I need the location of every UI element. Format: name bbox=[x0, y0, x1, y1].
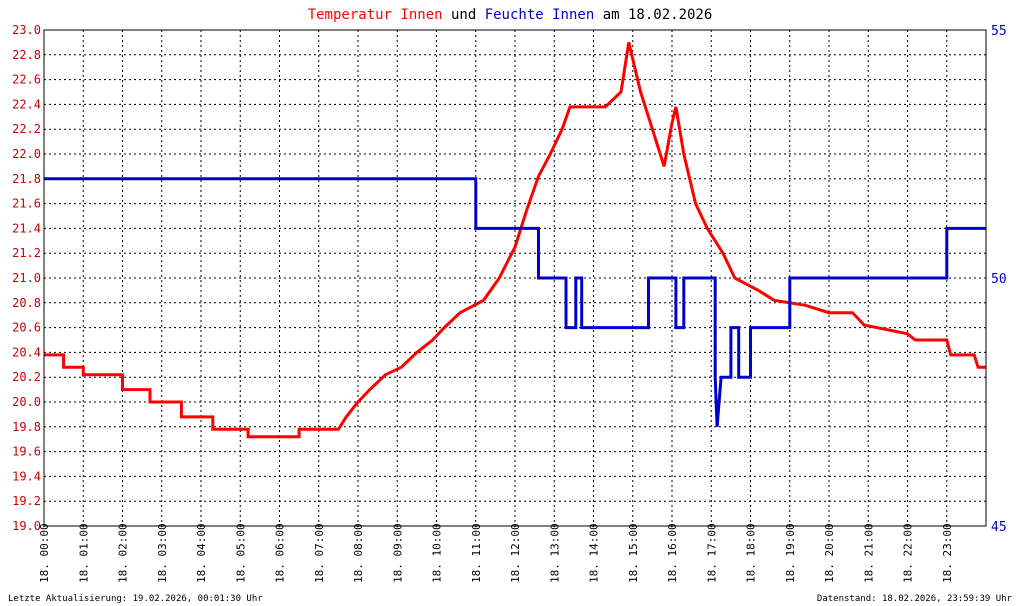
y-left-tick-label: 20.2 bbox=[12, 370, 41, 384]
x-tick-label: 18. 04:00 bbox=[195, 523, 208, 583]
y-left-tick-label: 22.8 bbox=[12, 48, 41, 62]
y-left-tick-label: 21.0 bbox=[12, 271, 41, 285]
y-left-tick-label: 21.4 bbox=[12, 221, 41, 235]
x-tick-label: 18. 10:00 bbox=[431, 523, 444, 583]
y-left-tick-label: 21.2 bbox=[12, 246, 41, 260]
x-axis: 18. 00:00 18. 01:00 18. 02:00 18. 03:00 18. … bbox=[38, 523, 954, 583]
x-tick-label: 18. 06:00 bbox=[274, 523, 287, 583]
title-humidity: Feuchte Innen bbox=[485, 7, 595, 23]
x-tick-label: 18. 21:00 bbox=[862, 523, 875, 583]
x-tick-label: 18. 07:00 bbox=[313, 523, 326, 583]
x-tick-label: 18. 03:00 bbox=[156, 523, 169, 583]
y-left-tick-label: 20.0 bbox=[12, 395, 41, 409]
x-tick-label: 18. 22:00 bbox=[902, 523, 915, 583]
y-left-tick-label: 22.0 bbox=[12, 147, 41, 161]
x-tick-label: 18. 23:00 bbox=[941, 523, 954, 583]
y-left-tick-label: 20.6 bbox=[12, 321, 41, 335]
right-axis: 45 50 55 bbox=[991, 24, 1007, 535]
y-right-tick-label: 50 bbox=[991, 272, 1007, 287]
x-tick-label: 18. 08:00 bbox=[352, 523, 365, 583]
x-tick-label: 18. 17:00 bbox=[705, 523, 718, 583]
x-tick-label: 18. 02:00 bbox=[117, 523, 130, 583]
footer-last-update: Letzte Aktualisierung: 19.02.2026, 00:01… bbox=[8, 594, 263, 604]
y-left-tick-label: 22.2 bbox=[12, 122, 41, 136]
x-tick-label: 18. 11:00 bbox=[470, 523, 483, 583]
series-layer bbox=[44, 42, 986, 439]
y-left-tick-label: 21.6 bbox=[12, 197, 41, 211]
y-left-tick-label: 19.6 bbox=[12, 445, 41, 459]
y-left-tick-label: 22.4 bbox=[12, 97, 41, 111]
y-left-tick-label: 22.6 bbox=[12, 73, 41, 87]
x-tick-label: 18. 20:00 bbox=[823, 523, 836, 583]
x-tick-label: 18. 16:00 bbox=[666, 523, 679, 583]
y-left-tick-label: 21.8 bbox=[12, 172, 41, 186]
y-left-tick-label: 20.8 bbox=[12, 296, 41, 310]
y-left-tick-label: 19.4 bbox=[12, 469, 41, 483]
temperature-line bbox=[44, 42, 986, 439]
title-connector: und bbox=[443, 7, 485, 23]
footer-data-status: Datenstand: 18.02.2026, 23:59:39 Uhr bbox=[817, 594, 1013, 604]
x-tick-label: 18. 15:00 bbox=[627, 523, 640, 583]
x-tick-label: 18. 00:00 bbox=[38, 523, 51, 583]
x-tick-label: 18. 01:00 bbox=[77, 523, 90, 583]
title-date: am 18.02.2026 bbox=[594, 7, 712, 23]
x-tick-label: 18. 05:00 bbox=[234, 523, 247, 583]
left-axis: 19.0 19.2 19.4 19.6 19.8 20.0 20.2 20.4 20.6 20.8… bbox=[12, 23, 41, 533]
y-right-tick-label: 55 bbox=[991, 24, 1007, 39]
x-tick-label: 18. 14:00 bbox=[588, 523, 601, 583]
x-tick-label: 18. 09:00 bbox=[391, 523, 404, 583]
y-left-tick-label: 19.2 bbox=[12, 494, 41, 508]
y-left-tick-label: 20.4 bbox=[12, 345, 41, 359]
y-right-tick-label: 45 bbox=[991, 520, 1007, 535]
chart-title: Temperatur Innen und Feuchte Innen am 18… bbox=[308, 7, 713, 23]
title-temperature: Temperatur Innen bbox=[308, 7, 443, 23]
y-left-tick-label: 23.0 bbox=[12, 23, 41, 37]
x-tick-label: 18. 12:00 bbox=[509, 523, 522, 583]
y-left-tick-label: 19.0 bbox=[12, 519, 41, 533]
x-tick-label: 18. 19:00 bbox=[784, 523, 797, 583]
y-left-tick-label: 19.8 bbox=[12, 420, 41, 434]
x-tick-label: 18. 13:00 bbox=[548, 523, 561, 583]
x-tick-label: 18. 18:00 bbox=[745, 523, 758, 583]
plot-frame bbox=[43, 29, 987, 527]
humidity-line bbox=[44, 177, 986, 427]
